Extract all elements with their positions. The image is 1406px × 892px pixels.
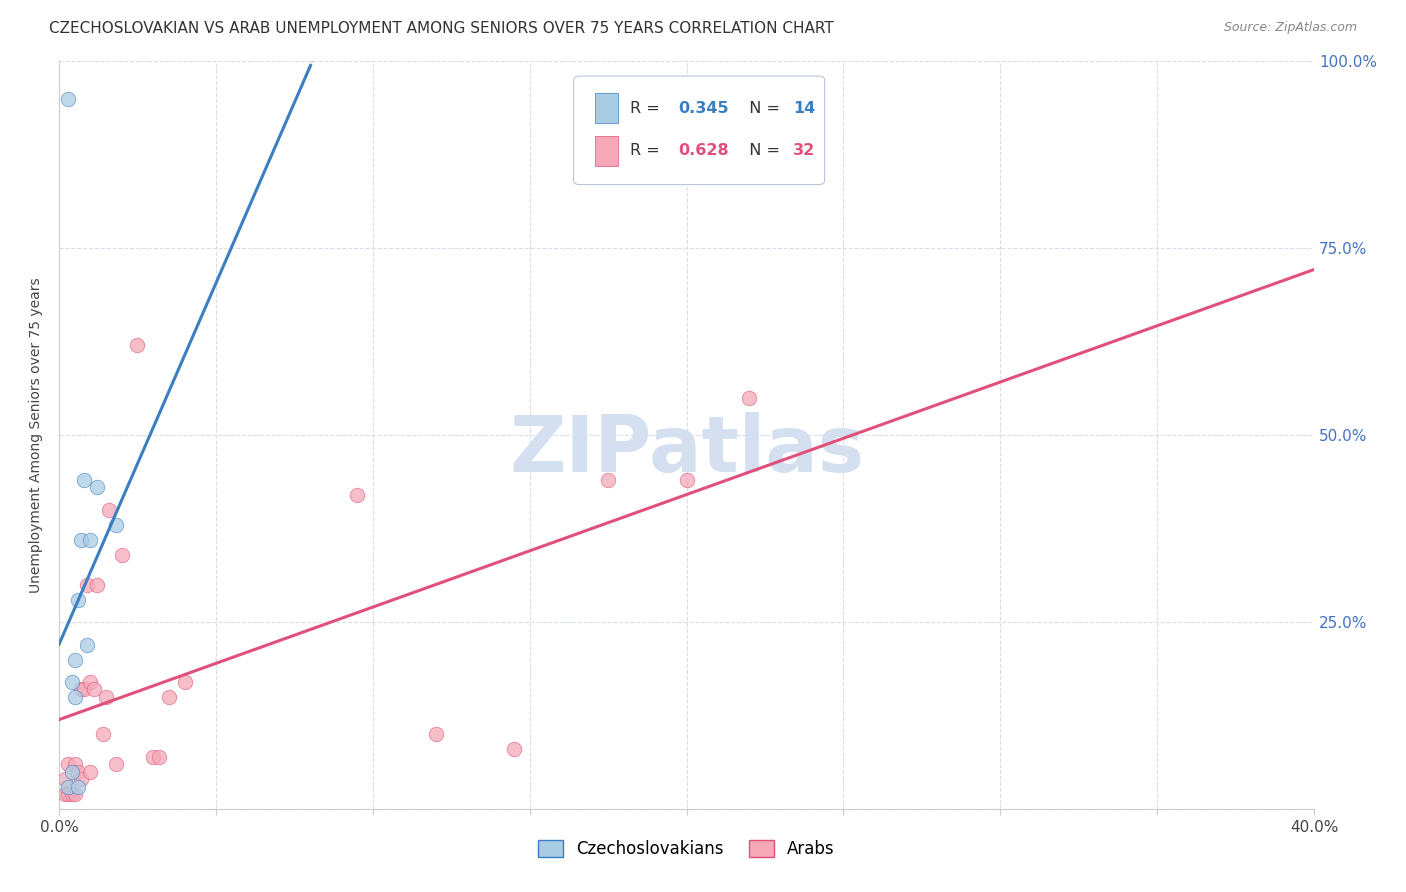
Point: [111, 548, 134, 562]
Point: [127, 338, 149, 352]
Point: [60, 787, 83, 801]
FancyBboxPatch shape: [595, 136, 617, 166]
Point: [79, 533, 101, 547]
Text: R =: R =: [630, 101, 665, 116]
Point: [76, 638, 98, 652]
Point: [503, 742, 526, 756]
Point: [738, 391, 761, 405]
Text: 0.628: 0.628: [678, 144, 728, 159]
Point: [73, 682, 96, 697]
Point: [142, 749, 165, 764]
Point: [94, 690, 117, 704]
FancyBboxPatch shape: [595, 94, 617, 123]
Point: [104, 517, 127, 532]
Point: [53, 772, 76, 787]
Point: [425, 727, 447, 741]
Point: [598, 473, 620, 487]
Point: [76, 578, 98, 592]
Text: 14: 14: [793, 101, 815, 116]
Point: [58, 91, 80, 105]
Text: CZECHOSLOVAKIAN VS ARAB UNEMPLOYMENT AMONG SENIORS OVER 75 YEARS CORRELATION CHA: CZECHOSLOVAKIAN VS ARAB UNEMPLOYMENT AMO…: [49, 21, 834, 36]
Point: [346, 488, 368, 502]
Point: [79, 764, 101, 779]
Text: N =: N =: [740, 101, 786, 116]
Point: [66, 764, 89, 779]
Point: [58, 757, 80, 772]
Point: [104, 757, 127, 772]
Point: [58, 787, 80, 801]
Point: [79, 675, 101, 690]
Point: [86, 578, 108, 592]
Point: [66, 592, 89, 607]
Point: [66, 780, 89, 794]
Point: [63, 757, 86, 772]
Text: R =: R =: [630, 144, 665, 159]
Point: [98, 503, 121, 517]
Point: [148, 749, 170, 764]
Point: [91, 727, 114, 741]
Point: [70, 682, 93, 697]
FancyBboxPatch shape: [574, 76, 824, 185]
Point: [173, 675, 195, 690]
Point: [86, 481, 108, 495]
Point: [70, 533, 93, 547]
Point: [70, 772, 93, 787]
Point: [60, 675, 83, 690]
Text: 32: 32: [793, 144, 815, 159]
Y-axis label: Unemployment Among Seniors over 75 years: Unemployment Among Seniors over 75 years: [30, 277, 44, 593]
Text: ZIPatlas: ZIPatlas: [509, 412, 865, 488]
Point: [58, 780, 80, 794]
Text: 0.345: 0.345: [678, 101, 728, 116]
Point: [63, 787, 86, 801]
Point: [60, 764, 83, 779]
Legend: Czechoslovakians, Arabs: Czechoslovakians, Arabs: [531, 833, 842, 864]
Point: [157, 690, 180, 704]
Point: [63, 652, 86, 666]
Point: [63, 690, 86, 704]
Text: N =: N =: [740, 144, 786, 159]
Text: Source: ZipAtlas.com: Source: ZipAtlas.com: [1223, 21, 1357, 34]
Point: [73, 473, 96, 487]
Point: [83, 682, 105, 697]
Point: [675, 473, 697, 487]
Point: [53, 787, 76, 801]
